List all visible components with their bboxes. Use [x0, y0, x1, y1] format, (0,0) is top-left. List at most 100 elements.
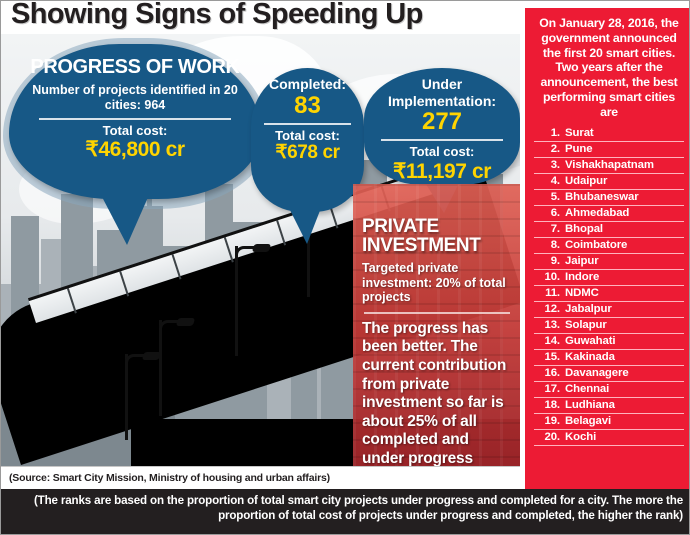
city-rank-number: 18.	[544, 399, 560, 412]
street-lamp	[153, 318, 197, 416]
under-implementation-count: 277	[421, 108, 463, 136]
city-rank-item: 19. Belagavi	[534, 414, 684, 431]
source-attribution: (Source: Smart City Mission, Ministry of…	[1, 466, 520, 489]
completed-cost-value: ₹678 cr	[275, 142, 340, 164]
city-name: Jaipur	[565, 255, 599, 268]
city-rank-item: 10. Indore	[534, 270, 684, 287]
city-rank-item: 6. Ahmedabad	[534, 206, 684, 223]
city-name: Udaipur	[565, 175, 608, 188]
progress-subtitle: Number of projects identified in 20 citi…	[32, 83, 238, 112]
city-rank-number: 8.	[550, 239, 560, 252]
city-name: Solapur	[565, 319, 607, 332]
city-name: Chennai	[565, 383, 610, 396]
city-rank-item: 15. Kakinada	[534, 350, 684, 367]
city-rank-number: 11.	[545, 287, 560, 300]
private-investment-title: PRIVATE INVESTMENT	[362, 216, 481, 256]
under-implementation-title: Under Implementation:	[387, 76, 497, 109]
city-name: Bhubaneswar	[565, 191, 639, 204]
city-name: Kochi	[565, 431, 597, 444]
city-rank-number: 15.	[544, 351, 560, 364]
city-name: Pune	[565, 143, 593, 156]
city-rank-item: 17. Chennai	[534, 382, 684, 399]
divider	[264, 122, 351, 125]
city-rank-number: 5.	[550, 191, 560, 204]
city-rank-item: 2. Pune	[534, 142, 684, 159]
city-rank-number: 10.	[544, 271, 560, 284]
railing-post	[119, 271, 130, 297]
city-rank-number: 6.	[550, 207, 560, 220]
city-name: NDMC	[565, 287, 599, 300]
city-name: Surat	[565, 127, 594, 140]
city-rank-item: 4. Udaipur	[534, 174, 684, 191]
city-rank-item: 20. Kochi	[534, 430, 684, 447]
city-rank-item: 8. Coimbatore	[534, 238, 684, 255]
city-rank-number: 19.	[544, 415, 560, 428]
private-investment-panel: PRIVATE INVESTMENT Targeted private inve…	[353, 184, 520, 466]
lamp-arm	[125, 354, 147, 366]
completed-cost-label: Total cost:	[275, 127, 340, 143]
lamp-pole	[159, 320, 162, 416]
city-name: Vishakhapatnam	[565, 159, 654, 172]
lamp-pole	[125, 354, 128, 440]
city-name: Guwahati	[565, 335, 616, 348]
railing-post	[171, 254, 182, 280]
city-rank-item: 1. Surat	[534, 126, 684, 143]
lamp-arm	[159, 320, 181, 332]
page-title: Showing Signs of Speeding Up	[11, 0, 423, 30]
lamp-arm	[235, 246, 257, 258]
city-rank-number: 16.	[544, 367, 560, 380]
city-name: Ahmedabad	[565, 207, 630, 220]
city-name: Bhopal	[565, 223, 603, 236]
private-investment-body: The progress has been better. The curren…	[362, 319, 507, 466]
city-name: Kakinada	[565, 351, 615, 364]
completed-bubble: Completed: 83 Total cost: ₹678 cr	[251, 68, 364, 244]
divider	[380, 139, 504, 142]
city-name: Davanagere	[565, 367, 629, 380]
completed-count: 83	[294, 91, 321, 119]
city-rank-number: 3.	[550, 159, 560, 172]
top-cities-panel: On January 28, 2016, the government anno…	[520, 8, 689, 489]
illustration-stage: PROGRESS OF WORK Number of projects iden…	[1, 34, 520, 466]
progress-of-work-bubble: PROGRESS OF WORK Number of projects iden…	[9, 44, 261, 245]
lamp-head	[251, 244, 272, 252]
private-investment-subtitle: Targeted private investment: 20% of tota…	[362, 261, 506, 305]
city-rank-item: 14. Guwahati	[534, 334, 684, 351]
city-rank-item: 7. Bhopal	[534, 222, 684, 239]
city-rank-number: 7.	[550, 223, 560, 236]
city-rank-item: 3. Vishakhapatnam	[534, 158, 684, 175]
city-name: Jabalpur	[565, 303, 612, 316]
lamp-pole	[235, 246, 238, 356]
bubble-tail	[101, 195, 149, 245]
city-name: Ludhiana	[565, 399, 615, 412]
street-lamp	[119, 352, 163, 440]
under-implementation-cost-value: ₹11,197 cr	[392, 159, 492, 183]
top-cities-list: 1. Surat 2. Pune 3. Vishakhapatnam 4. Udaipur 5.…	[534, 126, 684, 447]
city-rank-item: 13. Solapur	[534, 318, 684, 335]
city-rank-number: 13.	[544, 319, 560, 332]
top-cities-intro: On January 28, 2016, the government anno…	[539, 16, 679, 119]
city-name: Belagavi	[565, 415, 612, 428]
city-rank-item: 18. Ludhiana	[534, 398, 684, 415]
progress-cost-value: ₹46,800 cr	[85, 138, 185, 162]
divider	[364, 311, 510, 314]
railing-post	[276, 220, 287, 246]
city-name: Indore	[565, 271, 600, 284]
city-rank-number: 1.	[550, 127, 560, 140]
lamp-head	[175, 318, 196, 326]
progress-cost-label: Total cost:	[102, 122, 168, 138]
city-rank-item: 12. Jabalpur	[534, 302, 684, 319]
city-rank-number: 17.	[544, 383, 560, 396]
city-name: Coimbatore	[565, 239, 628, 252]
city-rank-number: 20.	[544, 431, 560, 444]
city-rank-number: 2.	[550, 143, 560, 156]
street-lamp	[229, 244, 273, 356]
progress-title: PROGRESS OF WORK	[30, 56, 240, 78]
ranking-methodology-note: (The ranks are based on the proportion o…	[1, 489, 689, 534]
bubble-tail	[289, 208, 321, 244]
railing-post	[66, 288, 77, 314]
city-rank-number: 14.	[544, 335, 560, 348]
completed-title: Completed:	[269, 76, 346, 92]
under-implementation-cost-label: Total cost:	[409, 144, 475, 160]
under-implementation-bubble: Under Implementation: 277 Total cost: ₹1…	[364, 68, 520, 213]
